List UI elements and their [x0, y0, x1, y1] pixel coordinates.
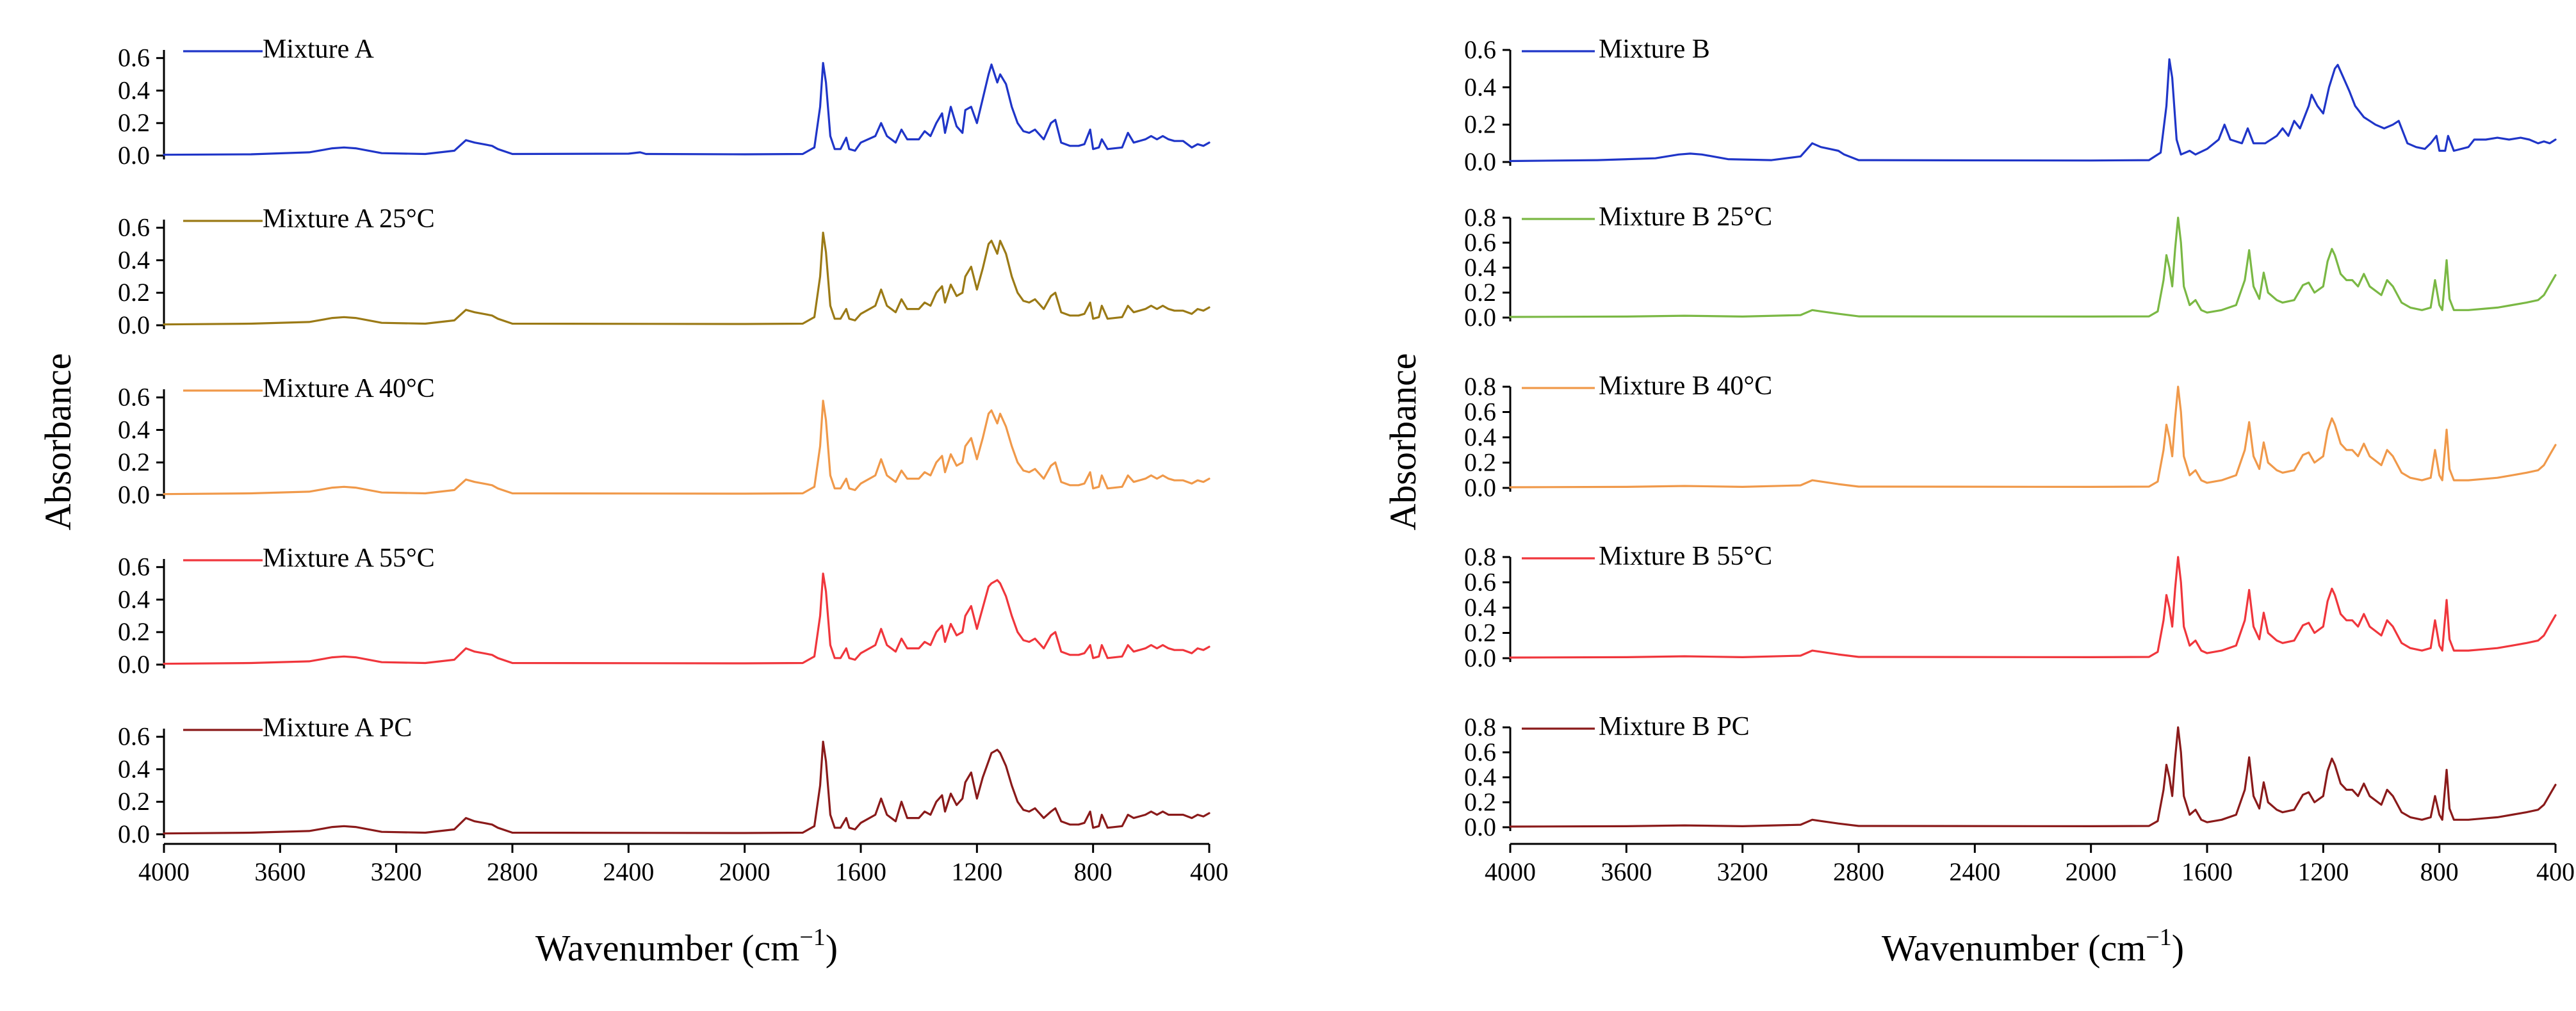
y-tick-label: 0.6	[1464, 398, 1496, 426]
x-tick-label: 3200	[371, 857, 422, 886]
x-tick-label: 2000	[2066, 857, 2117, 886]
y-tick-label: 0.2	[1464, 448, 1496, 477]
x-tick-label: 800	[2420, 857, 2459, 886]
x-tick-label: 3200	[1717, 857, 1768, 886]
y-tick-label: 0.0	[1464, 813, 1496, 841]
y-tick-label: 0.6	[1464, 35, 1496, 64]
y-tick-label: 0.6	[118, 722, 150, 751]
y-tick-label: 0.6	[1464, 568, 1496, 597]
y-tick-label: 0.0	[118, 480, 150, 509]
y-tick-label: 0.0	[118, 650, 150, 679]
y-tick-label: 0.6	[118, 44, 150, 72]
y-tick-label: 0.6	[118, 553, 150, 581]
y-tick-label: 0.4	[118, 585, 150, 613]
x-tick-label: 1600	[835, 857, 886, 886]
y-tick-label: 0.4	[1464, 423, 1496, 451]
y-tick-label: 0.0	[1464, 473, 1496, 502]
y-tick-label: 0.2	[1464, 278, 1496, 307]
y-tick-label: 0.4	[118, 754, 150, 783]
legend-label: Mixture B 25°C	[1599, 202, 1772, 232]
y-tick-label: 0.4	[118, 245, 150, 274]
legend-label: Mixture A 40°C	[263, 374, 435, 403]
y-tick-label: 0.4	[118, 76, 150, 104]
x-tick-label: 400	[1190, 857, 1228, 886]
series-line-b-3	[1509, 556, 2557, 659]
y-tick-label: 0.0	[118, 820, 150, 848]
y-tick-label: 0.6	[1464, 228, 1496, 257]
x-tick-label: 4000	[138, 857, 190, 886]
x-axis-title-sup: −1	[799, 924, 825, 951]
x-tick-label: 1200	[951, 857, 1002, 886]
legend-label: Mixture B PC	[1599, 712, 1750, 741]
x-tick-label: 2400	[603, 857, 654, 886]
series-line-a-4	[163, 740, 1211, 835]
x-tick-label: 2400	[1949, 857, 2000, 886]
y-axis-title: Absorbance	[1382, 353, 1424, 530]
x-axis-title-close: )	[826, 927, 838, 969]
y-tick-label: 0.2	[118, 278, 150, 307]
y-tick-label: 0.4	[118, 415, 150, 444]
x-tick-label: 2000	[719, 857, 770, 886]
x-axis-title: Wavenumber (cm−1)	[535, 924, 838, 969]
series-line-b-1	[1509, 216, 2557, 318]
y-tick-label: 0.2	[1464, 619, 1496, 647]
series-line-a-2	[163, 400, 1211, 496]
x-axis-title-main: Wavenumber (cm	[1882, 927, 2146, 969]
series-line-b-4	[1509, 726, 2557, 828]
x-axis-title-sup: −1	[2146, 924, 2171, 951]
y-tick-label: 0.6	[118, 383, 150, 412]
y-tick-label: 0.2	[118, 108, 150, 137]
x-tick-label: 4000	[1485, 857, 1536, 886]
series-line-b-2	[1509, 385, 2557, 489]
y-tick-label: 0.0	[118, 311, 150, 339]
x-tick-label: 2800	[487, 857, 538, 886]
x-tick-label: 1200	[2297, 857, 2349, 886]
series-line-a-3	[163, 572, 1211, 665]
legend-label: Mixture A PC	[263, 713, 412, 743]
x-tick-label: 3600	[1601, 857, 1652, 886]
y-tick-label: 0.8	[1464, 372, 1496, 401]
y-tick-label: 0.4	[1464, 253, 1496, 282]
y-tick-label: 0.8	[1464, 542, 1496, 571]
legend-label: Mixture A 25°C	[263, 204, 435, 234]
y-tick-label: 0.0	[1464, 643, 1496, 672]
x-axis-title-main: Wavenumber (cm	[535, 927, 799, 969]
y-tick-label: 0.2	[1464, 788, 1496, 816]
y-tick-label: 0.0	[1464, 303, 1496, 332]
y-tick-label: 0.4	[1464, 593, 1496, 622]
legend-label: Mixture B 55°C	[1599, 542, 1772, 571]
y-tick-label: 0.8	[1464, 203, 1496, 232]
series-line-a-0	[163, 61, 1211, 156]
y-tick-label: 0.4	[1464, 763, 1496, 791]
legend-label: Mixture B 40°C	[1599, 371, 1772, 401]
legend-label: Mixture B	[1599, 35, 1710, 64]
x-axis-title: Wavenumber (cm−1)	[1882, 924, 2184, 969]
y-axis-title: Absorbance	[37, 353, 79, 530]
x-axis-title-close: )	[2172, 927, 2184, 969]
y-tick-label: 0.2	[118, 617, 150, 646]
y-tick-label: 0.2	[118, 787, 150, 816]
y-tick-label: 0.4	[1464, 72, 1496, 101]
x-tick-label: 2800	[1833, 857, 1884, 886]
x-tick-label: 400	[2536, 857, 2575, 886]
y-tick-label: 0.0	[118, 141, 150, 170]
x-tick-label: 3600	[254, 857, 306, 886]
x-tick-label: 800	[1074, 857, 1113, 886]
y-tick-label: 0.8	[1464, 713, 1496, 741]
y-tick-label: 0.2	[118, 448, 150, 476]
legend-label: Mixture A	[263, 35, 374, 64]
y-tick-label: 0.0	[1464, 147, 1496, 176]
y-tick-label: 0.2	[1464, 110, 1496, 139]
legend-label: Mixture A 55°C	[263, 544, 435, 573]
x-tick-label: 1600	[2181, 857, 2233, 886]
series-line-b-0	[1509, 58, 2557, 163]
series-line-a-1	[163, 231, 1211, 326]
y-tick-label: 0.6	[1464, 738, 1496, 766]
y-tick-label: 0.6	[118, 213, 150, 242]
